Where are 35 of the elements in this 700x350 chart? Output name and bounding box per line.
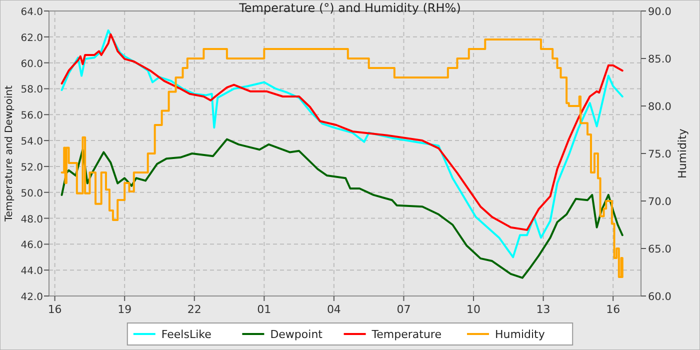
y-tick-label: 42.0 xyxy=(20,292,43,303)
y-tick-label: 58.0 xyxy=(20,84,43,96)
chart-title: Temperature (°) and Humidity (RH%) xyxy=(238,1,461,15)
y-tick-label: 50.0 xyxy=(20,188,43,200)
y-tick-label: 52.0 xyxy=(20,162,43,174)
y2-axis-title: Humidity xyxy=(676,128,689,178)
y-tick-label: 46.0 xyxy=(20,240,43,252)
y2-tick-label: 90.0 xyxy=(648,6,672,18)
y2-tick-label: 85.0 xyxy=(648,54,672,66)
y2-tick-label: 60.0 xyxy=(648,291,672,303)
y-tick-label: 44.0 xyxy=(20,266,43,278)
x-tick-label: 16 xyxy=(48,303,62,316)
y-tick-label: 56.0 xyxy=(20,110,43,122)
y-tick-label: 54.0 xyxy=(20,136,43,148)
x-tick-label: 07 xyxy=(396,303,411,316)
y2-tick-label: 80.0 xyxy=(648,101,672,113)
legend-label: Humidity xyxy=(495,328,546,341)
x-tick-label: 13 xyxy=(536,303,550,316)
x-tick-label: 22 xyxy=(187,303,202,316)
x-tick-label: 10 xyxy=(466,303,481,316)
y2-tick-label: 65.0 xyxy=(648,244,672,256)
legend-label: Dewpoint xyxy=(270,328,324,341)
x-tick-label: 16 xyxy=(606,303,620,316)
legend-label: FeelsLike xyxy=(161,328,212,341)
y-tick-label: 62.0 xyxy=(20,32,43,44)
y-tick-label: 60.0 xyxy=(20,58,43,70)
y2-tick-label: 75.0 xyxy=(648,148,672,160)
x-tick-label: 04 xyxy=(326,303,341,316)
y-tick-label: 48.0 xyxy=(20,214,43,226)
y-tick-label: 64.0 xyxy=(20,7,43,18)
y-axis-title: Temperature and Dewpoint xyxy=(4,85,15,223)
x-tick-label: 19 xyxy=(118,303,132,316)
legend-label: Temperature xyxy=(370,328,442,341)
x-tick-label: 01 xyxy=(257,303,272,316)
y2-tick-label: 70.0 xyxy=(648,196,672,208)
